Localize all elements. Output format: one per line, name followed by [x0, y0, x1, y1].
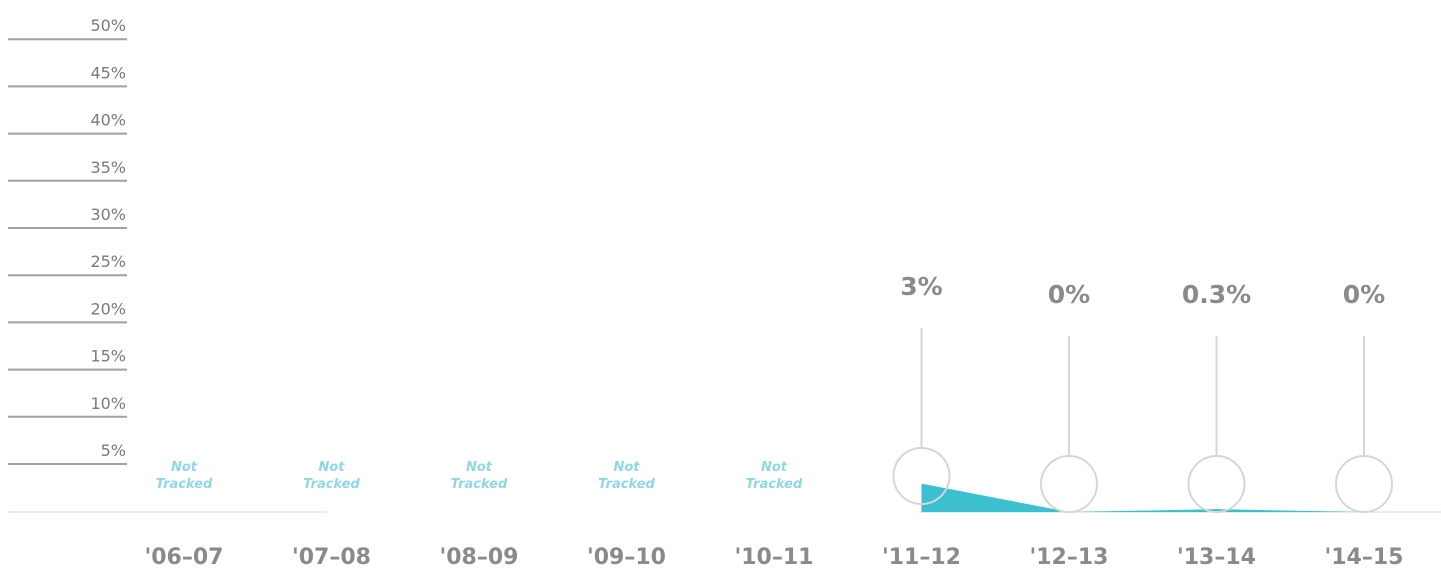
x-tick-label: '12–13: [1030, 545, 1109, 570]
data-point-marker: [892, 447, 951, 505]
data-point-marker: [1335, 455, 1393, 513]
not-tracked-label: Tracked: [598, 477, 655, 492]
y-tick-label: 40%: [90, 111, 126, 130]
x-tick-label: '14–15: [1325, 545, 1404, 570]
y-tick-label: 20%: [90, 299, 126, 318]
x-tick-label: '13–14: [1177, 545, 1256, 570]
data-label: 0.3%: [1182, 280, 1251, 309]
data-point-marker: [1040, 455, 1098, 513]
y-tick-label: 15%: [90, 347, 126, 366]
x-tick-label: '06–07: [145, 545, 224, 570]
x-tick-label: '09–10: [587, 545, 666, 570]
not-tracked-label: Tracked: [451, 477, 508, 492]
not-tracked-label: Not: [761, 460, 788, 475]
y-tick-label: 30%: [90, 205, 126, 224]
not-tracked-label: Not: [318, 460, 345, 475]
data-label: 3%: [900, 272, 942, 301]
not-tracked-label: Tracked: [156, 477, 213, 492]
x-tick-label: '11–12: [882, 545, 961, 570]
x-tick-label: '07–08: [292, 545, 371, 570]
not-tracked-label: Not: [613, 460, 640, 475]
not-tracked-label: Tracked: [746, 477, 803, 492]
y-tick-label: 35%: [90, 158, 126, 177]
y-tick-label: 45%: [90, 63, 126, 82]
y-tick-label: 25%: [90, 252, 126, 271]
y-tick-label: 5%: [101, 441, 126, 460]
data-area: [921, 483, 1364, 512]
not-tracked-label: Tracked: [303, 477, 360, 492]
y-tick-label: 10%: [90, 394, 126, 413]
x-tick-label: '08–09: [440, 545, 519, 570]
not-tracked-label: Not: [466, 460, 493, 475]
data-label: 0%: [1048, 280, 1090, 309]
data-label: 0%: [1343, 280, 1385, 309]
x-tick-label: '10–11: [735, 545, 814, 570]
y-tick-label: 50%: [90, 16, 126, 35]
data-point-marker: [1187, 455, 1246, 513]
not-tracked-label: Not: [171, 460, 198, 475]
